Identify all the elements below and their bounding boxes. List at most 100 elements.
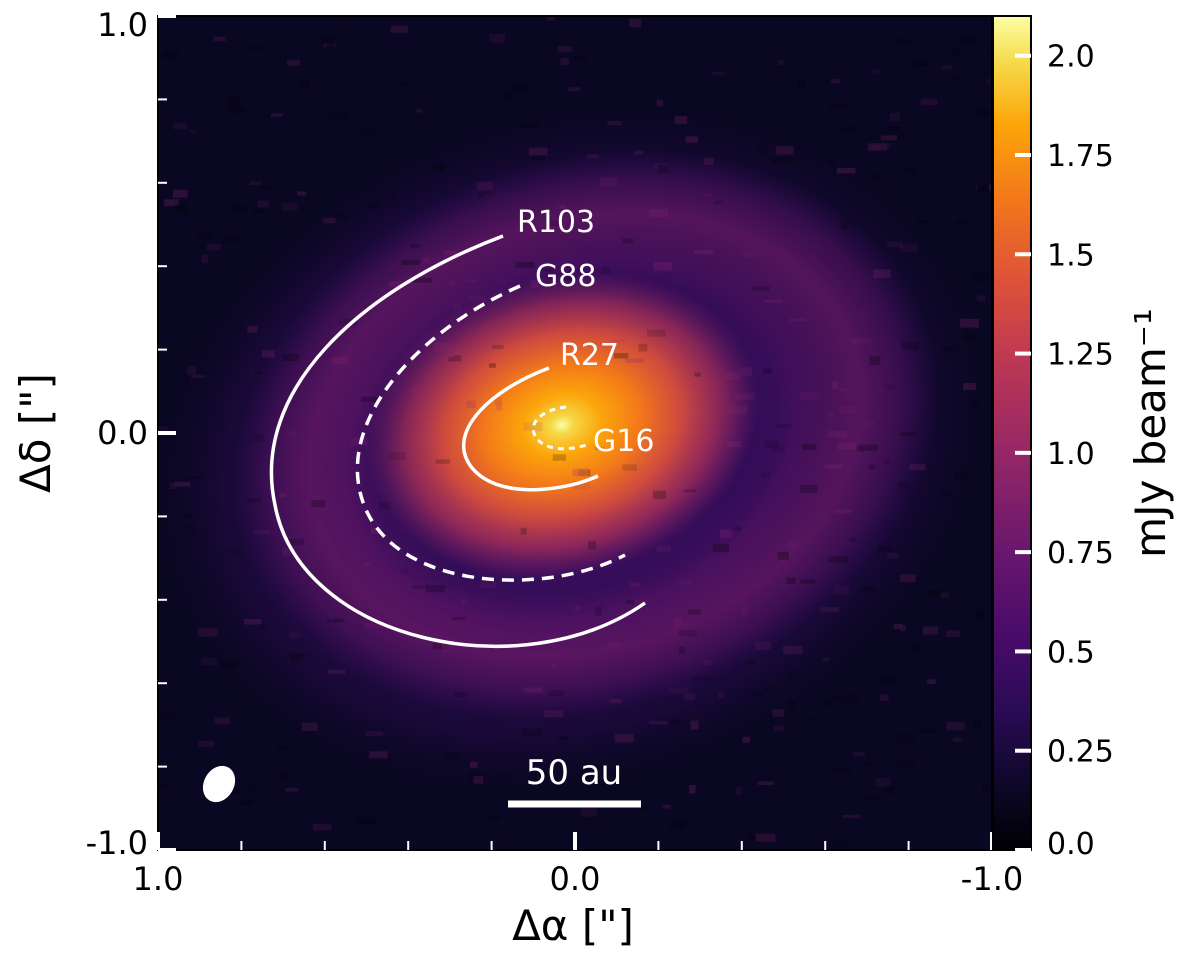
noise-speckle bbox=[313, 824, 332, 831]
noise-speckle bbox=[879, 694, 889, 701]
noise-speckle bbox=[367, 202, 382, 209]
noise-speckle bbox=[900, 574, 916, 583]
noise-speckle bbox=[835, 509, 852, 514]
noise-speckle bbox=[887, 126, 900, 132]
noise-speckle bbox=[489, 363, 496, 368]
colorbar-tick-label: 0.5 bbox=[1047, 635, 1095, 670]
label-r103: R103 bbox=[517, 205, 595, 240]
label-r27: R27 bbox=[560, 338, 619, 373]
noise-speckle bbox=[453, 303, 463, 311]
noise-speckle bbox=[828, 412, 836, 419]
noise-speckle bbox=[282, 354, 300, 361]
noise-speckle bbox=[890, 133, 904, 142]
noise-speckle bbox=[540, 267, 554, 273]
noise-speckle bbox=[773, 725, 785, 731]
noise-speckle bbox=[887, 553, 899, 559]
noise-speckle bbox=[594, 447, 605, 451]
noise-speckle bbox=[728, 406, 748, 414]
noise-speckle bbox=[363, 562, 371, 567]
noise-speckle bbox=[652, 490, 666, 499]
noise-speckle bbox=[448, 355, 462, 362]
noise-speckle bbox=[282, 548, 291, 556]
noise-speckle bbox=[893, 623, 903, 629]
colorbar-frame bbox=[992, 15, 1032, 851]
colorbar-tick-label: 0.0 bbox=[1047, 827, 1095, 862]
noise-speckle bbox=[886, 241, 903, 248]
noise-speckle bbox=[289, 632, 301, 639]
noise-speckle bbox=[826, 700, 833, 706]
noise-speckle bbox=[735, 393, 755, 400]
noise-speckle bbox=[940, 490, 951, 497]
noise-speckle bbox=[291, 654, 309, 658]
noise-speckle bbox=[228, 548, 242, 558]
noise-speckle bbox=[480, 581, 497, 589]
noise-speckle bbox=[468, 772, 484, 780]
noise-speckle bbox=[842, 125, 855, 133]
x-axis-label: Δα ["] bbox=[512, 901, 634, 950]
noise-speckle bbox=[656, 99, 663, 107]
noise-speckle bbox=[703, 659, 712, 666]
noise-speckle bbox=[342, 29, 350, 35]
noise-speckle bbox=[824, 464, 843, 469]
noise-speckle bbox=[257, 200, 269, 208]
noise-speckle bbox=[222, 355, 231, 359]
colorbar-tick-label: 1.75 bbox=[1047, 139, 1114, 174]
noise-speckle bbox=[334, 618, 345, 623]
noise-speckle bbox=[248, 46, 267, 50]
noise-speckle bbox=[882, 458, 891, 466]
noise-speckle bbox=[270, 113, 283, 117]
noise-speckle bbox=[789, 318, 806, 322]
noise-speckle bbox=[827, 430, 848, 438]
noise-speckle bbox=[625, 358, 644, 363]
noise-speckle bbox=[174, 481, 190, 487]
noise-speckle bbox=[249, 181, 262, 185]
noise-speckle bbox=[946, 630, 960, 638]
noise-speckle bbox=[444, 250, 458, 256]
noise-speckle bbox=[867, 422, 875, 426]
noise-speckle bbox=[975, 185, 982, 190]
colorbar-gradient bbox=[993, 16, 1031, 850]
noise-speckle bbox=[859, 310, 867, 315]
noise-speckle bbox=[744, 659, 755, 665]
noise-speckle bbox=[678, 646, 686, 655]
y-tick-label: 1.0 bbox=[97, 6, 148, 44]
noise-speckle bbox=[679, 579, 692, 584]
noise-speckle bbox=[580, 808, 597, 817]
noise-speckle bbox=[850, 339, 860, 344]
noise-speckle bbox=[788, 700, 796, 709]
noise-speckle bbox=[432, 163, 445, 172]
noise-speckle bbox=[531, 279, 540, 288]
noise-speckle bbox=[489, 34, 505, 43]
noise-speckle bbox=[820, 606, 840, 613]
noise-speckle bbox=[186, 525, 196, 534]
noise-speckle bbox=[513, 83, 528, 93]
noise-speckle bbox=[228, 96, 241, 106]
noise-speckle bbox=[875, 778, 890, 787]
noise-speckle bbox=[244, 619, 262, 625]
noise-speckle bbox=[549, 662, 556, 667]
noise-speckle bbox=[196, 233, 213, 239]
noise-speckle bbox=[634, 150, 644, 155]
noise-speckle bbox=[515, 261, 535, 269]
ring-r103-arc bbox=[269, 234, 646, 648]
noise-speckle bbox=[982, 785, 992, 794]
noise-speckle bbox=[742, 736, 750, 743]
noise-speckle bbox=[829, 103, 848, 110]
noise-speckle bbox=[638, 343, 648, 352]
noise-speckle bbox=[951, 48, 960, 57]
y-tick-label: -1.0 bbox=[86, 824, 148, 862]
noise-speckle bbox=[175, 204, 188, 214]
noise-speckle bbox=[835, 585, 850, 595]
noise-speckle bbox=[927, 679, 936, 685]
noise-speckle bbox=[253, 208, 265, 214]
noise-speckle bbox=[674, 116, 688, 124]
noise-speckle bbox=[370, 527, 382, 534]
noise-speckle bbox=[327, 618, 338, 624]
noise-speckle bbox=[894, 734, 915, 744]
noise-speckle bbox=[988, 467, 992, 474]
noise-speckle bbox=[853, 338, 873, 344]
noise-speckle bbox=[772, 709, 785, 717]
noise-speckle bbox=[230, 106, 247, 114]
noise-speckle bbox=[445, 353, 455, 358]
noise-speckle bbox=[712, 71, 725, 76]
